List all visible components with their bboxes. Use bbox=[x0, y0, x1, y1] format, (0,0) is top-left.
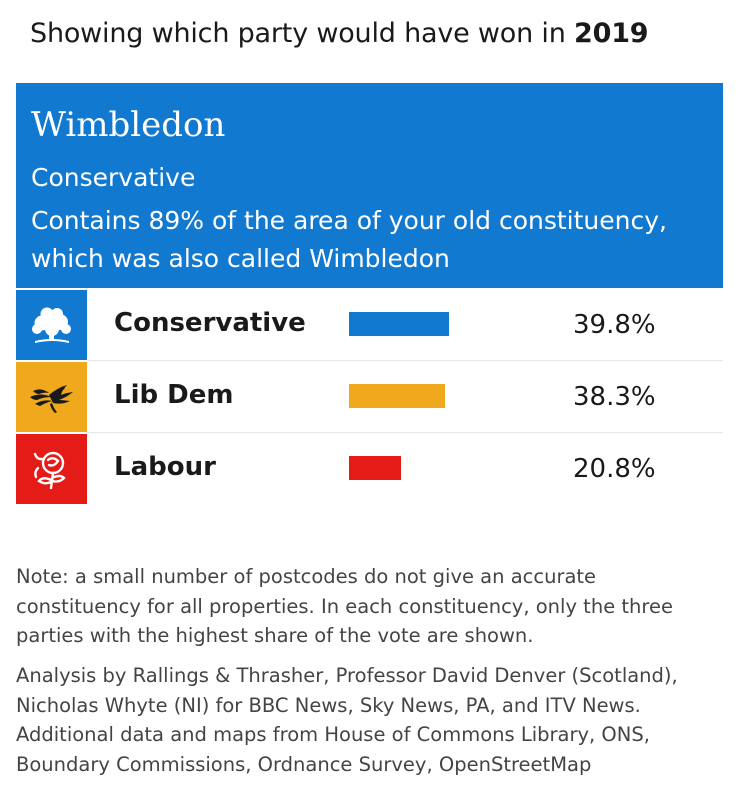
share-label: 39.8% bbox=[573, 310, 656, 340]
bar-lib-dem bbox=[349, 384, 445, 408]
share-label: 38.3% bbox=[573, 382, 656, 412]
labour-rose-icon bbox=[33, 451, 66, 490]
row-divider bbox=[88, 432, 723, 433]
party-name: Labour bbox=[114, 452, 216, 482]
lib-dem-bird-icon bbox=[29, 385, 73, 413]
party-logo bbox=[16, 434, 87, 504]
party-logo bbox=[16, 362, 87, 432]
share-label: 20.8% bbox=[573, 454, 656, 484]
seat-name: Wimbledon bbox=[31, 105, 226, 145]
seat-banner: Wimbledon Conservative Contains 89% of t… bbox=[16, 83, 723, 288]
bar-labour bbox=[349, 456, 401, 480]
party-name: Conservative bbox=[114, 308, 306, 338]
party-name: Lib Dem bbox=[114, 380, 234, 410]
footnote: Note: a small number of postcodes do not… bbox=[16, 565, 673, 647]
result-row-labour: Labour 20.8% bbox=[16, 433, 723, 505]
source-credit: Analysis by Rallings & Thrasher, Profess… bbox=[16, 664, 678, 776]
conservative-tree-icon bbox=[31, 307, 71, 343]
headline: Showing which party would have won in 20… bbox=[30, 18, 649, 49]
seat-winner: Conservative bbox=[31, 163, 196, 192]
party-logo bbox=[16, 290, 87, 360]
result-row-conservative: Conservative 39.8% bbox=[16, 289, 723, 361]
headline-text: Showing which party would have won in bbox=[30, 18, 566, 49]
seat-note: Contains 89% of the area of your old con… bbox=[31, 206, 667, 273]
headline-year: 2019 bbox=[574, 18, 649, 49]
bar-conservative bbox=[349, 312, 449, 336]
row-divider bbox=[88, 360, 723, 361]
result-row-lib-dem: Lib Dem 38.3% bbox=[16, 361, 723, 433]
